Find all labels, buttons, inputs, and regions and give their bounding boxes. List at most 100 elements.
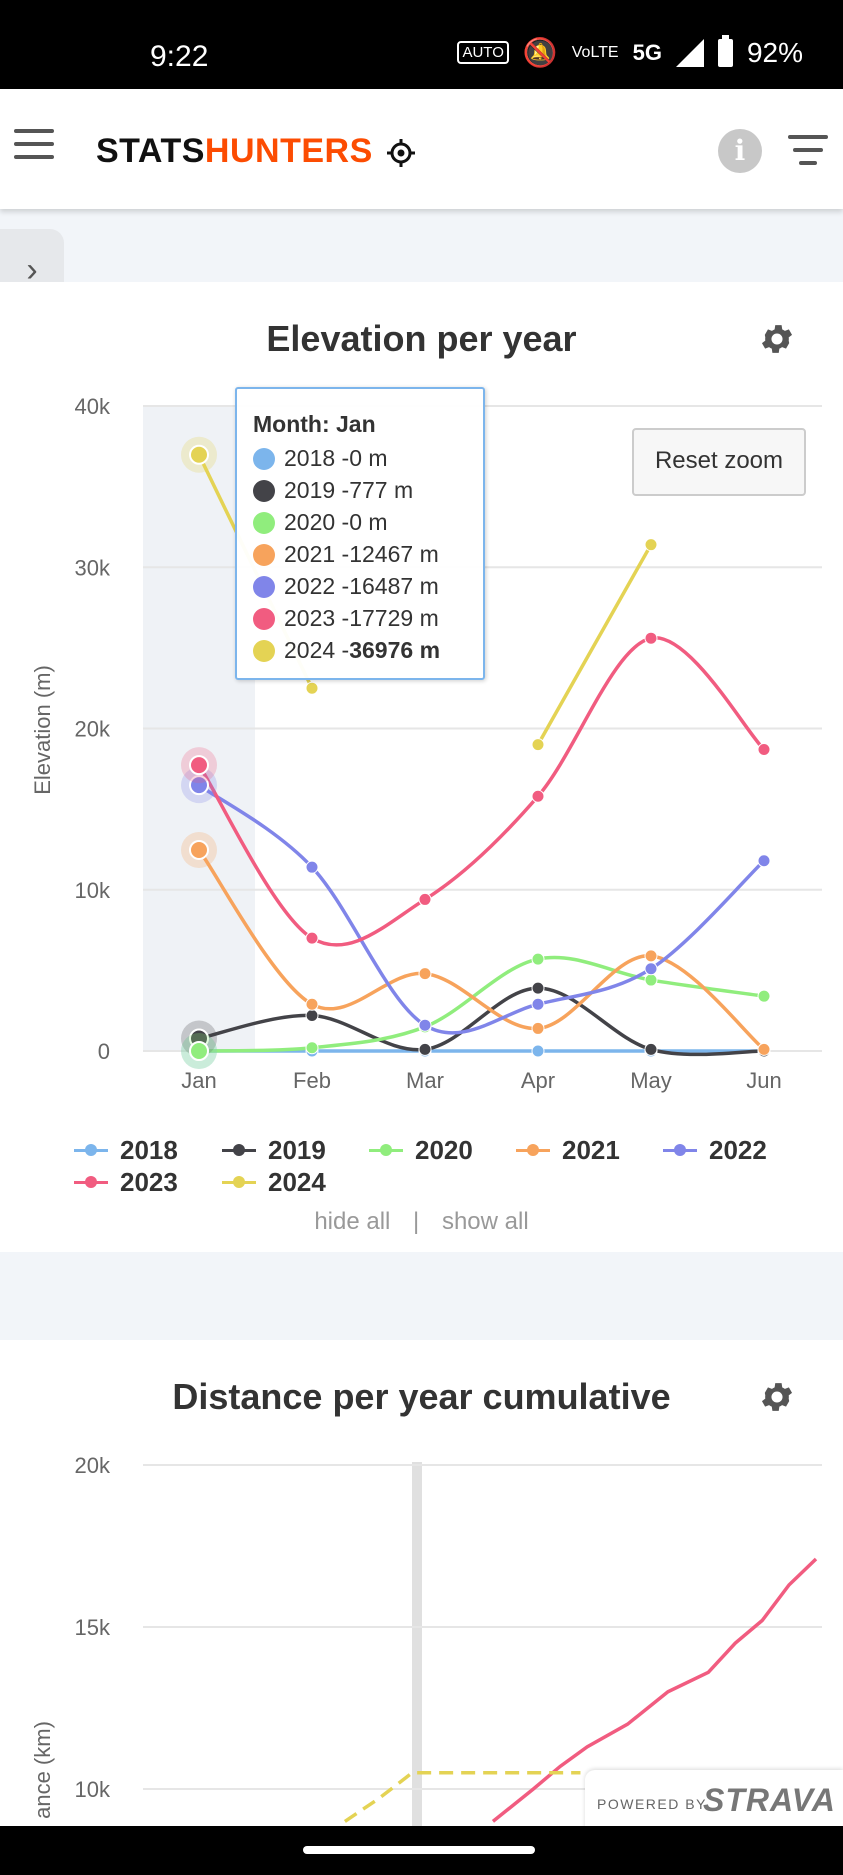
tooltip-row: 2021 - 12467 m bbox=[253, 541, 439, 568]
logo[interactable]: STATSHUNTERS bbox=[96, 132, 415, 171]
reset-zoom-button[interactable]: Reset zoom bbox=[632, 428, 806, 496]
distance-chart[interactable]: 20k 15k 10k ance (km) bbox=[0, 1440, 843, 1826]
tooltip-dot bbox=[253, 479, 275, 502]
data-point-2024[interactable] bbox=[189, 444, 209, 465]
chart-title-2: Distance per year cumulative bbox=[172, 1376, 671, 1417]
tooltip-label: 2020 - bbox=[284, 509, 350, 535]
x-tick-label: Mar bbox=[406, 1068, 444, 1093]
series-line-2019[interactable] bbox=[198, 986, 765, 1057]
target-icon bbox=[386, 139, 415, 168]
legend-item-2020[interactable]: 2020 bbox=[369, 1135, 473, 1166]
y-tick-label: 20k bbox=[75, 1453, 111, 1478]
series-line-2024[interactable] bbox=[536, 543, 653, 746]
data-point-2024[interactable] bbox=[305, 681, 319, 695]
tooltip-value: 12467 m bbox=[349, 541, 439, 567]
gear-icon[interactable] bbox=[758, 320, 796, 358]
data-point-2021[interactable] bbox=[418, 967, 432, 981]
y-tick-label: 40k bbox=[75, 394, 111, 419]
data-point-2023[interactable] bbox=[189, 755, 209, 776]
show-all-link[interactable]: show all bbox=[441, 1208, 529, 1235]
tooltip: Month: Jan 2018 - 0 m 2019 - 777 m 2020 - … bbox=[235, 387, 485, 680]
tooltip-label: 2019 - bbox=[284, 477, 350, 503]
battery-icon bbox=[717, 34, 733, 67]
data-point-2019[interactable] bbox=[644, 1042, 658, 1056]
data-point-2023[interactable] bbox=[757, 742, 771, 756]
series-line-2020[interactable] bbox=[198, 955, 765, 1053]
data-point-2021[interactable] bbox=[644, 949, 658, 963]
series-line-2021[interactable] bbox=[197, 848, 766, 1051]
series-line-2024[interactable] bbox=[343, 1771, 581, 1823]
filter-icon[interactable] bbox=[788, 135, 828, 165]
tooltip-label: 2024 - bbox=[284, 637, 350, 663]
data-point-2023[interactable] bbox=[305, 931, 319, 945]
series-line-2023[interactable] bbox=[197, 636, 766, 947]
legend-label: 2024 bbox=[268, 1167, 326, 1197]
tooltip-dot bbox=[253, 511, 275, 534]
tooltip-dot bbox=[253, 575, 275, 598]
data-point-2019[interactable] bbox=[418, 1042, 432, 1056]
legend-item-2019[interactable]: 2019 bbox=[222, 1135, 326, 1166]
tooltip-row: 2020 - 0 m bbox=[253, 509, 388, 536]
status-time: 9:22 bbox=[150, 40, 209, 73]
x-tick-label: Jan bbox=[181, 1068, 216, 1093]
data-point-2024[interactable] bbox=[644, 538, 658, 552]
legend-item-2018[interactable]: 2018 bbox=[74, 1135, 178, 1166]
data-point-2023[interactable] bbox=[531, 789, 545, 803]
status-bar: 9:22 AUTO 🔕 VoLTE 5G 92% bbox=[0, 0, 843, 89]
strava-badge[interactable]: POWERED BY STRAVA bbox=[585, 1770, 843, 1830]
data-point-2020[interactable] bbox=[531, 952, 545, 966]
chart-title: Elevation per year bbox=[266, 318, 577, 359]
legend-label: 2021 bbox=[562, 1135, 620, 1165]
data-point-2021[interactable] bbox=[305, 997, 319, 1011]
data-point-2023[interactable] bbox=[644, 631, 658, 645]
data-point-2021[interactable] bbox=[757, 1042, 771, 1056]
hide-all-link[interactable]: hide all bbox=[314, 1208, 391, 1235]
tooltip-value: 17729 m bbox=[349, 605, 439, 631]
data-point-2020[interactable] bbox=[644, 973, 658, 987]
legend-item-2022[interactable]: 2022 bbox=[663, 1135, 767, 1166]
strava-logo: STRAVA bbox=[703, 1782, 836, 1818]
legend-item-2023[interactable]: 2023 bbox=[74, 1167, 178, 1198]
volte-icon: VoLTE bbox=[571, 43, 619, 61]
legend-label: 2022 bbox=[709, 1135, 767, 1165]
data-point-2022[interactable] bbox=[644, 962, 658, 976]
data-point-2019[interactable] bbox=[305, 1009, 319, 1023]
tooltip-row: 2018 - 0 m bbox=[253, 445, 388, 472]
data-point-2022[interactable] bbox=[189, 775, 209, 796]
data-point-2022[interactable] bbox=[305, 860, 319, 874]
legend-label: 2020 bbox=[415, 1135, 473, 1165]
data-point-2021[interactable] bbox=[531, 1021, 545, 1035]
tooltip-dot bbox=[253, 639, 275, 662]
tooltip-row: 2023 - 17729 m bbox=[253, 605, 439, 632]
data-point-2019[interactable] bbox=[531, 981, 545, 995]
powered-by-text: POWERED BY bbox=[597, 1796, 707, 1812]
x-tick-label: Feb bbox=[293, 1068, 331, 1093]
legend-item-2021[interactable]: 2021 bbox=[516, 1135, 620, 1166]
data-point-2018[interactable] bbox=[531, 1044, 545, 1058]
y-axis-label: Elevation (m) bbox=[30, 665, 55, 795]
data-point-2024[interactable] bbox=[531, 738, 545, 752]
x-tick-label: Jun bbox=[746, 1068, 781, 1093]
separator: | bbox=[413, 1208, 420, 1235]
home-gesture-pill[interactable] bbox=[303, 1846, 535, 1854]
legend-item-2024[interactable]: 2024 bbox=[222, 1167, 326, 1198]
status-icons: AUTO 🔕 VoLTE 5G 92% bbox=[457, 34, 803, 69]
tooltip-header: Month: Jan bbox=[253, 411, 376, 437]
info-icon[interactable]: i bbox=[718, 129, 762, 173]
data-point-2021[interactable] bbox=[189, 839, 209, 860]
gear-icon[interactable] bbox=[758, 1378, 796, 1416]
data-point-2022[interactable] bbox=[531, 997, 545, 1011]
menu-icon[interactable] bbox=[14, 129, 54, 159]
data-point-2023[interactable] bbox=[418, 892, 432, 906]
data-point-2022[interactable] bbox=[418, 1018, 432, 1032]
data-point-2020[interactable] bbox=[757, 989, 771, 1003]
data-point-2020[interactable] bbox=[189, 1041, 209, 1061]
auto-hz-icon: AUTO bbox=[457, 41, 509, 64]
tooltip-dot bbox=[253, 607, 275, 630]
data-point-2020[interactable] bbox=[305, 1041, 319, 1055]
data-point-2022[interactable] bbox=[757, 854, 771, 868]
series-line-2022[interactable] bbox=[197, 783, 766, 1035]
tooltip-label: 2021 - bbox=[284, 541, 350, 567]
legend-label: 2023 bbox=[120, 1167, 178, 1197]
legend-label: 2019 bbox=[268, 1135, 326, 1165]
